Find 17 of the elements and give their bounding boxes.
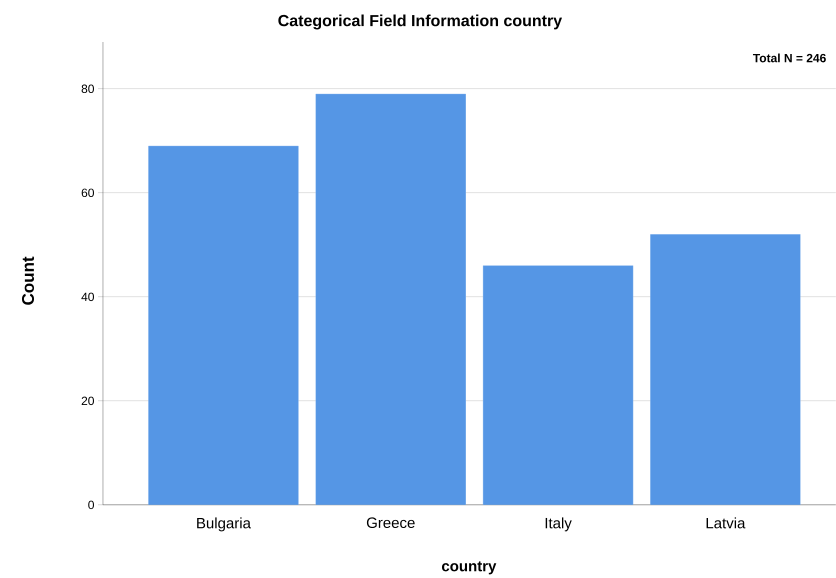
- bar: [482, 265, 634, 505]
- x-tick-label: Greece: [366, 517, 415, 528]
- x-tick-label: Bulgaria: [197, 517, 251, 532]
- x-axis-title: country: [442, 561, 496, 574]
- y-axis-title: Count: [22, 256, 34, 305]
- x-tick-label: Italy: [546, 517, 572, 532]
- bar: [650, 234, 801, 505]
- y-tick-label: 80: [82, 84, 94, 94]
- chart-title: Categorical Field Information country: [278, 14, 562, 30]
- bar: [148, 146, 299, 505]
- y-tick-label: 0: [88, 500, 94, 510]
- y-tick-label: 40: [81, 292, 94, 302]
- x-tick-label: Latvia: [706, 517, 746, 528]
- y-tick-label: 20: [82, 396, 94, 406]
- y-tick-label: 60: [82, 188, 94, 198]
- annotation: Total N = 246: [752, 54, 826, 62]
- bar: [316, 94, 466, 505]
